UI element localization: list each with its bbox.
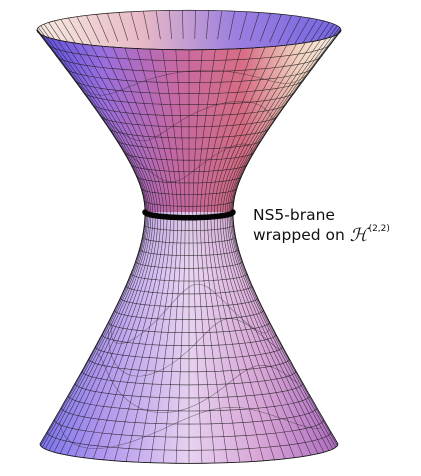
annotation-subtitle: wrapped on ℋ(2,2)	[253, 224, 421, 248]
surface-contour-lines	[59, 70, 322, 449]
ns5-brane-ring	[142, 209, 236, 221]
ns5-brane-annotation: NS5-brane wrapped on ℋ(2,2)	[253, 205, 421, 248]
annotation-title: NS5-brane	[253, 206, 335, 224]
surface-inner-rim	[36, 9, 342, 56]
surface-outline	[36, 29, 342, 464]
surface-front	[37, 30, 341, 464]
h-superscript: (2,2)	[368, 224, 390, 234]
h-symbol: ℋ	[349, 225, 368, 246]
ns5-brane-band	[142, 209, 236, 221]
annotation-prefix: wrapped on	[253, 226, 350, 244]
surface-mesh	[36, 29, 342, 464]
